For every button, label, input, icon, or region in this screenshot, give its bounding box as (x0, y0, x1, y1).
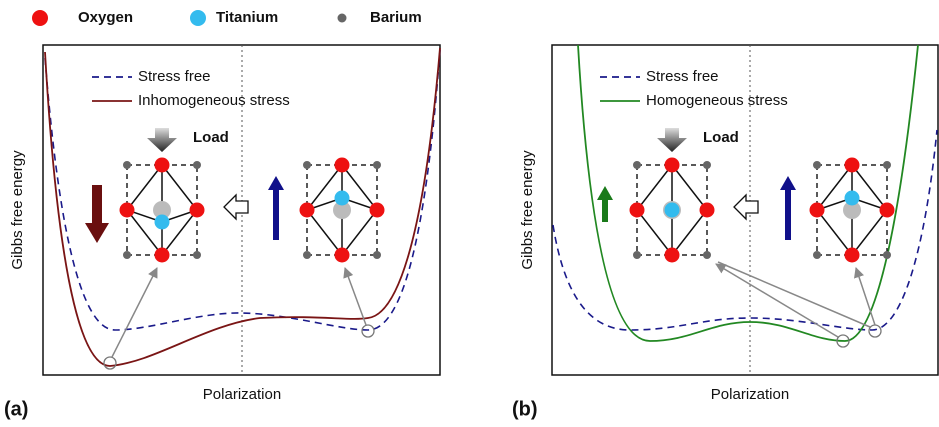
panel-label: (a) (4, 398, 28, 420)
curve-legend: Stress free (138, 68, 211, 85)
x-axis-label: Polarization (711, 386, 789, 403)
legend-label: Barium (370, 9, 422, 26)
load-label: Load (703, 129, 739, 146)
panel-a: Stress free Inhomogeneous stress Load Gi… (4, 45, 440, 420)
y-axis-label: Gibbs free energy (9, 150, 26, 270)
panel-label: (b) (512, 398, 538, 420)
legend-label: Oxygen (78, 9, 133, 26)
curve-legend: Homogeneous stress (646, 92, 788, 109)
y-axis-label: Gibbs free energy (519, 150, 536, 270)
figure: Oxygen Titanium Barium Stress free Inhom… (0, 0, 939, 422)
x-axis-label: Polarization (203, 386, 281, 403)
curve-legend: Inhomogeneous stress (138, 92, 290, 109)
load-label: Load (193, 129, 229, 146)
legend-label: Titanium (216, 9, 278, 26)
curve-legend: Stress free (646, 68, 719, 85)
atom-legend: Oxygen Titanium Barium (32, 9, 422, 26)
panel-b: Stress free Homogeneous stress Load Gibb… (512, 45, 938, 420)
